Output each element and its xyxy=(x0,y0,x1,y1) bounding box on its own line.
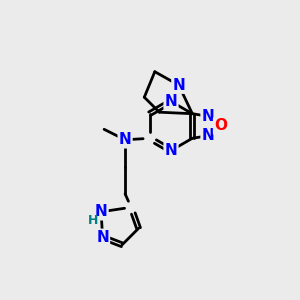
Text: N: N xyxy=(119,132,131,147)
Text: H: H xyxy=(88,214,98,227)
Text: N: N xyxy=(95,204,107,219)
Text: N: N xyxy=(165,94,177,109)
Text: N: N xyxy=(202,128,214,143)
Text: N: N xyxy=(165,143,177,158)
Text: O: O xyxy=(214,118,227,134)
Text: N: N xyxy=(202,109,214,124)
Text: N: N xyxy=(172,78,185,93)
Text: N: N xyxy=(96,230,109,245)
